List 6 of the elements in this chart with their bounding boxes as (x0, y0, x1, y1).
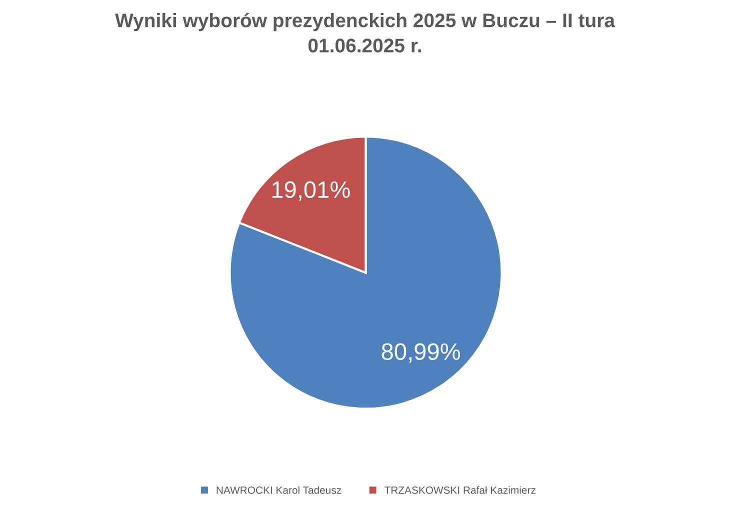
legend-label: NAWROCKI Karol Tadeusz (216, 486, 342, 494)
data-label: 80,99% (382, 343, 460, 363)
legend-label: TRZASKOWSKI Rafał Kazimierz (384, 486, 536, 494)
data-label: 19,01% (272, 181, 350, 201)
pie-slice (228, 136, 503, 410)
chart-title: Wyniki wyborów prezydenckich 2025 w Buczu – II tura 01.06.2025 r. (115, 12, 616, 52)
